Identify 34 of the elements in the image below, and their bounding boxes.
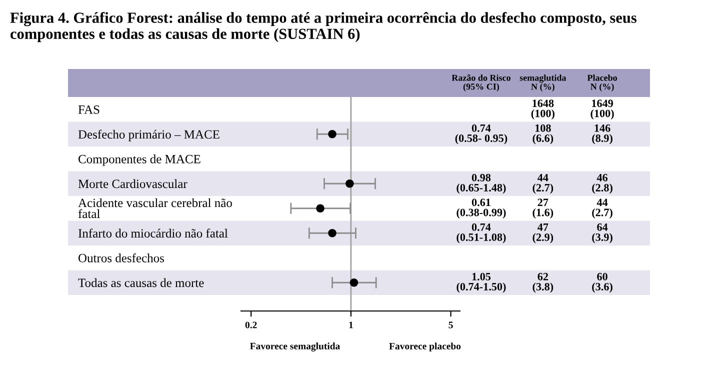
category-label: Razão do Risco (95% CI) — [452, 74, 510, 92]
text: 0.98 (0.65-1.48) — [456, 174, 506, 194]
text: 146 (8.9) — [592, 124, 612, 144]
x-tick-label: 1 — [349, 322, 353, 328]
text: 0.74 (0.51-1.08) — [456, 223, 506, 244]
text: 46 (2.8) — [592, 174, 612, 194]
text: 1.05 (0.74-1.50) — [456, 272, 506, 293]
y-tick-label: Desfecho primário – MACE — [78, 130, 220, 142]
chart-title: Figura 4. Gráfico Forest: análise do tempo até a primeira ocorrência do desfecho composto, seus componentes e todas as causas de morte (SUSTAIN 6) — [10, 12, 636, 42]
y-tick-label: Outros desfechos — [78, 253, 164, 262]
text: 47 (2.9) — [532, 223, 554, 244]
text: 44 (2.7) — [532, 174, 554, 194]
text: Favorece placebo — [389, 342, 461, 352]
text: 1649 (100) — [590, 100, 614, 120]
y-tick-label: Todas as causas de morte — [78, 278, 204, 288]
text: 1648 (100) — [531, 100, 554, 120]
x-tick-label: 0.2 — [245, 322, 257, 328]
y-tick-label: Componentes de MACE — [78, 154, 200, 166]
category-label: Placebo N (%) — [587, 74, 617, 92]
y-tick-label: Acidente vascular cerebral não fatal — [78, 198, 232, 218]
text: 60 (3.6) — [592, 272, 612, 293]
text: Favorece semaglutida — [250, 342, 340, 352]
text: 0.61 (0.38-0.99) — [456, 198, 506, 218]
y-tick-label: Infarto do miocárdio não fatal — [78, 228, 228, 238]
text: 64 (3.9) — [592, 223, 612, 244]
x-tick-label: 5 — [448, 322, 453, 328]
y-tick-label: FAS — [78, 105, 100, 114]
text: 27 (1.6) — [532, 198, 554, 218]
category-label: semaglutida N (%) — [520, 74, 566, 92]
text: 0.74 (0.58- 0.95) — [455, 124, 508, 144]
text: 44 (2.7) — [592, 198, 612, 218]
text: 62 (3.8) — [532, 272, 554, 293]
text: 108 (6.6) — [532, 124, 554, 144]
y-tick-label: Morte Cardiovascular — [78, 179, 188, 188]
